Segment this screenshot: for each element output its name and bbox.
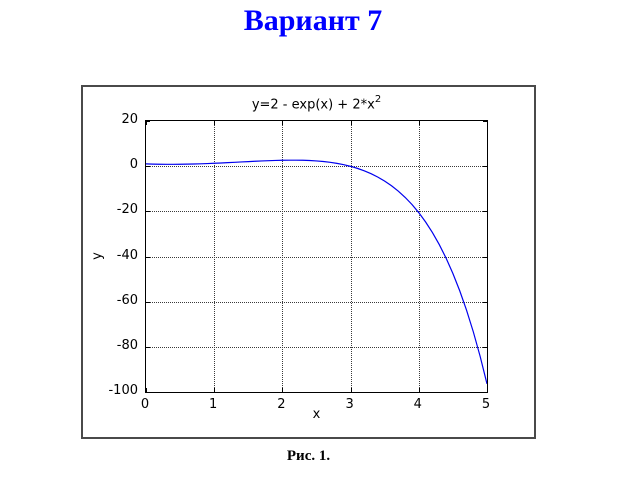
x-tick-mark: [487, 121, 488, 125]
y-tick-label: -40: [116, 247, 138, 263]
y-tick-mark: [483, 211, 487, 212]
x-tick-mark: [214, 121, 215, 125]
plot-title-text: y=2 - exp(x) + 2*x: [251, 97, 375, 113]
y-tick-label: -60: [116, 292, 138, 308]
gridline-horizontal: [146, 346, 487, 348]
x-tick-label: 5: [481, 397, 491, 412]
plot-area: [145, 120, 488, 393]
y-tick-mark: [483, 257, 487, 258]
y-tick-mark: [483, 302, 487, 303]
x-axis-label: x: [312, 407, 321, 422]
x-tick-mark: [282, 388, 283, 392]
x-tick-mark: [487, 388, 488, 392]
y-tick-mark: [146, 347, 150, 348]
figure-frame: y=2 - exp(x) + 2*x2 y x 20 0 -20 -40 -60 -80-…: [81, 85, 536, 439]
y-tick-label: -100: [108, 383, 138, 398]
x-tick-label: 1: [209, 397, 218, 412]
x-tick-mark: [146, 121, 147, 125]
x-tick-mark: [146, 388, 147, 392]
y-tick-mark: [146, 211, 150, 212]
gridline-horizontal: [146, 256, 487, 258]
y-tick-mark: [483, 121, 487, 122]
x-tick-mark: [419, 388, 420, 392]
figure-caption: Рис. 1.: [286, 448, 331, 464]
y-tick-mark: [146, 121, 150, 122]
plot-canvas: y=2 - exp(x) + 2*x2 y x 20 0 -20 -40 -60 -80-…: [83, 87, 534, 437]
x-tick-label: 4: [413, 397, 422, 412]
plot-title-exponent: 2: [374, 94, 382, 105]
y-tick-mark: [483, 347, 487, 348]
y-tick-mark: [146, 166, 150, 167]
x-tick-label: 3: [345, 397, 354, 412]
gridline-horizontal: [146, 301, 487, 303]
y-tick-label: 0: [129, 157, 138, 173]
x-tick-mark: [351, 388, 352, 392]
y-tick-label: 20: [121, 112, 138, 127]
x-tick-mark: [282, 121, 283, 125]
y-tick-label: -20: [116, 202, 138, 218]
page-title: Вариант 7: [243, 4, 383, 37]
curve-line: [146, 159, 487, 385]
x-tick-label: 2: [277, 397, 286, 412]
x-tick-mark: [419, 121, 420, 125]
x-tick-mark: [351, 121, 352, 125]
y-tick-mark: [146, 302, 150, 303]
y-tick-mark: [146, 257, 150, 258]
y-tick-mark: [483, 392, 487, 393]
x-tick-label: 0: [140, 397, 150, 412]
y-tick-mark: [483, 166, 487, 167]
gridline-horizontal: [146, 211, 487, 213]
plot-title: y=2 - exp(x) + 2*x2: [145, 94, 488, 113]
y-tick-label: -80: [116, 337, 138, 353]
y-tick-mark: [146, 392, 150, 393]
x-tick-mark: [214, 388, 215, 392]
gridline-horizontal: [146, 166, 487, 168]
